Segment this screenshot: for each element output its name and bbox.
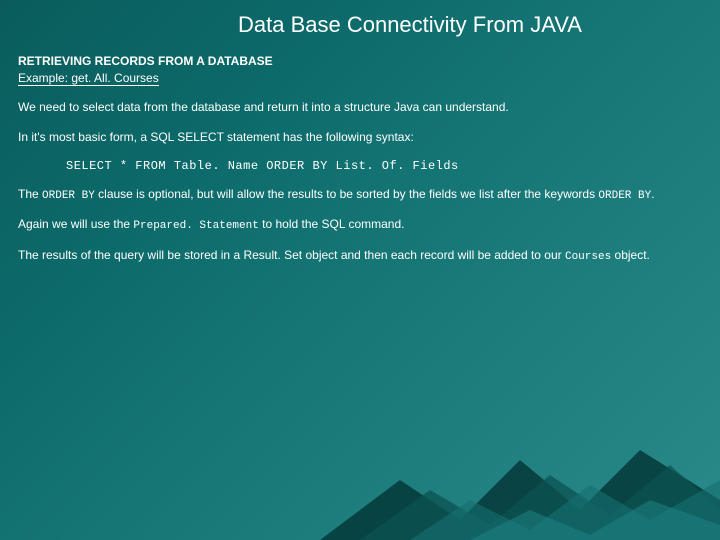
para5-text-a: The results of the query will be stored … [18,248,565,262]
para4-code-b: Prepared. Statement [133,220,258,232]
corner-decoration [320,360,720,540]
slide-title: Data Base Connectivity From JAVA [18,12,702,38]
paragraph-2: In it's most basic form, a SQL SELECT st… [18,130,702,146]
paragraph-3: The ORDER BY clause is optional, but wil… [18,187,702,203]
para3-code-d: ORDER BY [598,190,651,202]
sql-code: SELECT * FROM Table. Name ORDER BY List.… [66,159,702,173]
paragraph-1: We need to select data from the database… [18,100,702,116]
para3-text-e: . [651,187,654,201]
para3-code-b: ORDER BY [42,190,95,202]
para4-text-a: Again we will use the [18,217,133,231]
slide-content: Data Base Connectivity From JAVA RETRIEV… [0,0,720,290]
para5-code-b: Courses [565,251,611,263]
para4-text-c: to hold the SQL command. [259,217,405,231]
paragraph-4: Again we will use the Prepared. Statemen… [18,217,702,233]
para3-text-c: clause is optional, but will allow the r… [95,187,599,201]
paragraph-5: The results of the query will be stored … [18,248,702,264]
para5-text-c: object. [611,248,650,262]
para3-text-a: The [18,187,42,201]
section-subtitle: RETRIEVING RECORDS FROM A DATABASE [18,54,702,68]
example-label: Example: get. All. Courses [18,71,159,86]
